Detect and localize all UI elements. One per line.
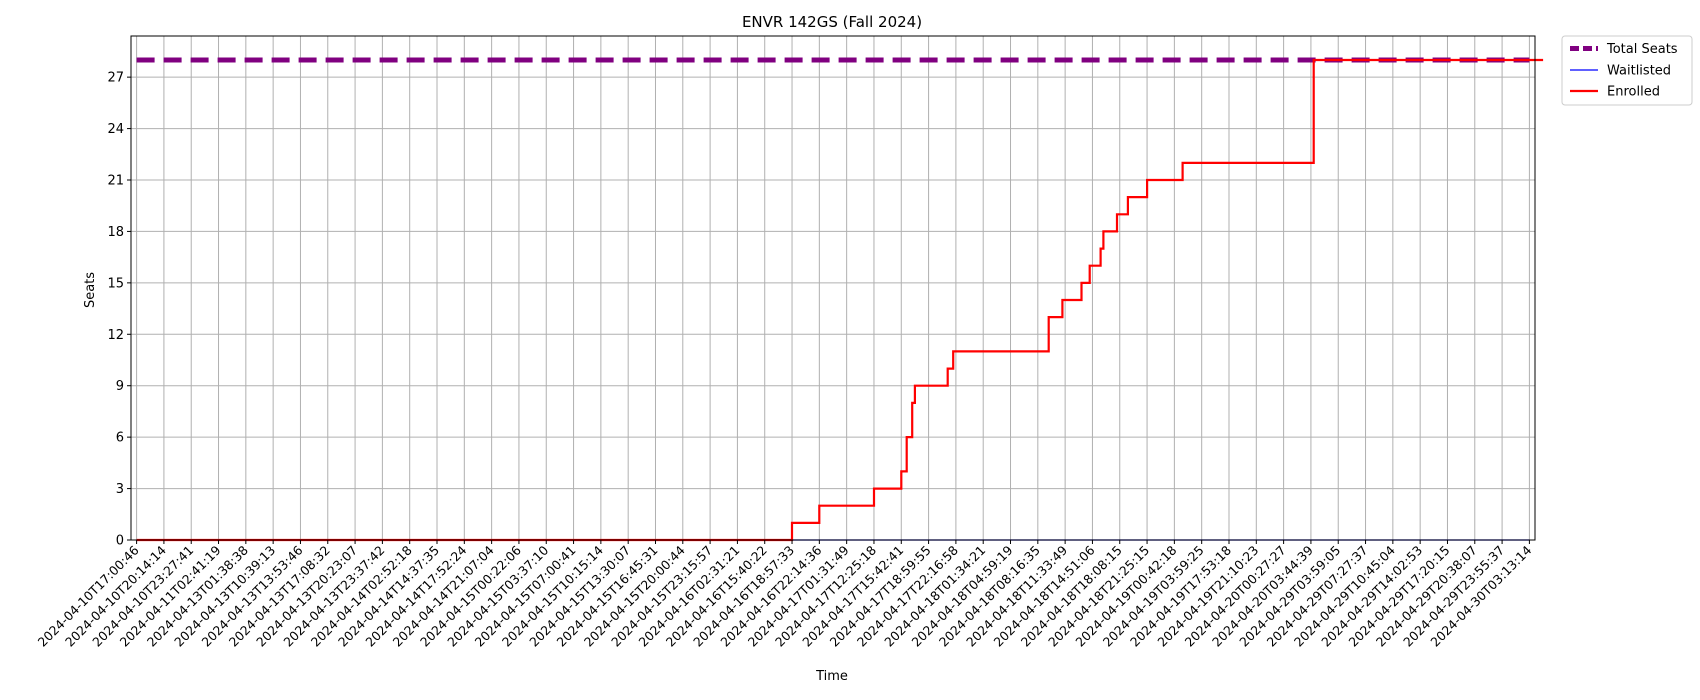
y-tick-label: 15 [107,276,124,291]
legend-frame [1561,35,1693,106]
y-tick-label: 24 [107,122,124,137]
plot-frame [130,35,1536,541]
y-tick-label: 3 [116,482,124,497]
y-tick-label: 12 [107,328,124,343]
y-tick-label: 27 [107,71,124,86]
y-tick-label: 18 [107,225,124,240]
legend: Total Seats Waitlisted Enrolled [1561,35,1693,106]
y-axis-title: Seats [83,272,98,308]
x-axis-title: Time [815,669,848,684]
legend-label-total-seats: Total Seats [1606,42,1678,57]
grid [131,36,1535,541]
y-tick-label: 21 [107,174,124,189]
y-tick-label: 6 [116,431,124,446]
series-line-enrolled [136,58,1544,542]
y-axis: 0 3 6 9 12 15 18 21 24 27 [107,71,131,549]
y-tick-label: 9 [116,379,124,394]
x-axis: 2024-04-10T17:00:462024-04-10T20:14:1420… [35,540,1535,650]
chart-title: ENVR 142GS (Fall 2024) [742,13,922,31]
legend-label-waitlisted: Waitlisted [1607,64,1671,79]
y-tick-label: 0 [116,534,124,549]
legend-label-enrolled: Enrolled [1607,85,1660,100]
